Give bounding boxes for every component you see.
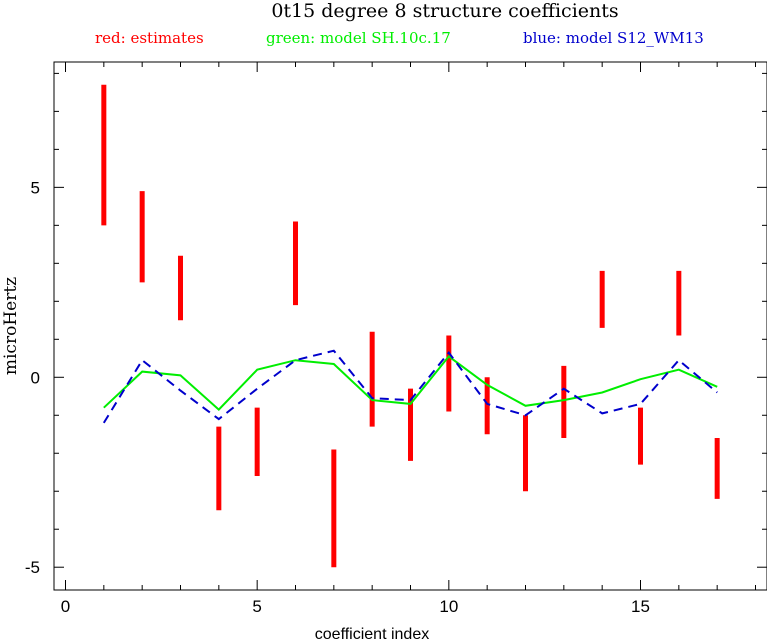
plot-frame (53, 61, 767, 591)
axis-ticks (54, 62, 767, 590)
model-lines (102, 349, 718, 424)
x-tick-label: 5 (252, 597, 261, 616)
legend-entry-s12wm13: blue: model S12_WM13 (523, 29, 704, 47)
y-tick-label: 5 (31, 178, 40, 197)
x-tick-label: 10 (439, 597, 458, 616)
legend-entry-sh10c17: green: model SH.10c.17 (266, 29, 451, 47)
x-tick-label: 15 (631, 597, 650, 616)
x-axis-label: coefficient index (315, 626, 429, 641)
y-axis-label: microHertz (1, 277, 21, 375)
axis-tick-labels: 0 5 10 15 -5 0 5 (25, 178, 650, 616)
legend-entry-estimates: red: estimates (95, 29, 204, 47)
chart-title: 0t15 degree 8 structure coefficients (271, 0, 618, 22)
series-line-model-sh-10c-17 (103, 355, 718, 411)
y-tick-label: -5 (25, 558, 40, 577)
y-tick-label: 0 (31, 368, 40, 387)
estimate-bars (101, 84, 720, 568)
legend: red: estimates green: model SH.10c.17 bl… (95, 29, 704, 47)
x-tick-label: 0 (61, 597, 70, 616)
series-line-model-s12-wm13 (102, 349, 718, 424)
